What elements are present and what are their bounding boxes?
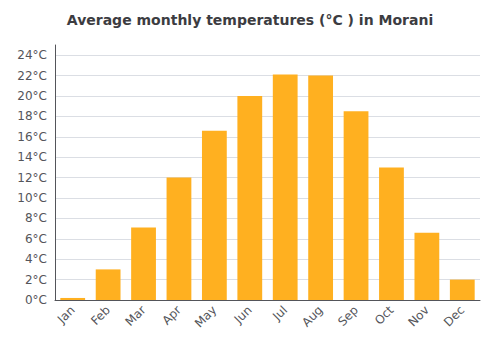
svg-text:12°C: 12°C xyxy=(17,171,47,185)
svg-text:14°C: 14°C xyxy=(17,150,47,164)
svg-text:8°C: 8°C xyxy=(25,211,47,225)
svg-text:20°C: 20°C xyxy=(17,89,47,103)
svg-text:Mar: Mar xyxy=(123,303,149,329)
svg-text:Average monthly temperatures (: Average monthly temperatures (°C ) in Mo… xyxy=(67,12,433,28)
svg-text:Aug: Aug xyxy=(299,303,325,329)
svg-text:Sep: Sep xyxy=(335,303,361,329)
svg-text:2°C: 2°C xyxy=(25,273,47,287)
svg-text:0°C: 0°C xyxy=(25,293,47,307)
svg-text:Oct: Oct xyxy=(372,303,397,328)
svg-text:Jun: Jun xyxy=(231,303,255,327)
svg-text:Apr: Apr xyxy=(159,303,184,328)
svg-text:16°C: 16°C xyxy=(17,130,47,144)
svg-text:4°C: 4°C xyxy=(25,252,47,266)
svg-text:6°C: 6°C xyxy=(25,232,47,246)
svg-text:Jan: Jan xyxy=(54,303,78,327)
svg-text:22°C: 22°C xyxy=(17,69,47,83)
svg-text:Nov: Nov xyxy=(405,303,431,329)
svg-text:Jul: Jul xyxy=(269,303,290,324)
svg-text:Dec: Dec xyxy=(441,303,467,329)
svg-text:Feb: Feb xyxy=(88,303,113,328)
svg-text:18°C: 18°C xyxy=(17,109,47,123)
svg-text:May: May xyxy=(192,303,219,330)
svg-text:10°C: 10°C xyxy=(17,191,47,205)
svg-text:24°C: 24°C xyxy=(17,48,47,62)
